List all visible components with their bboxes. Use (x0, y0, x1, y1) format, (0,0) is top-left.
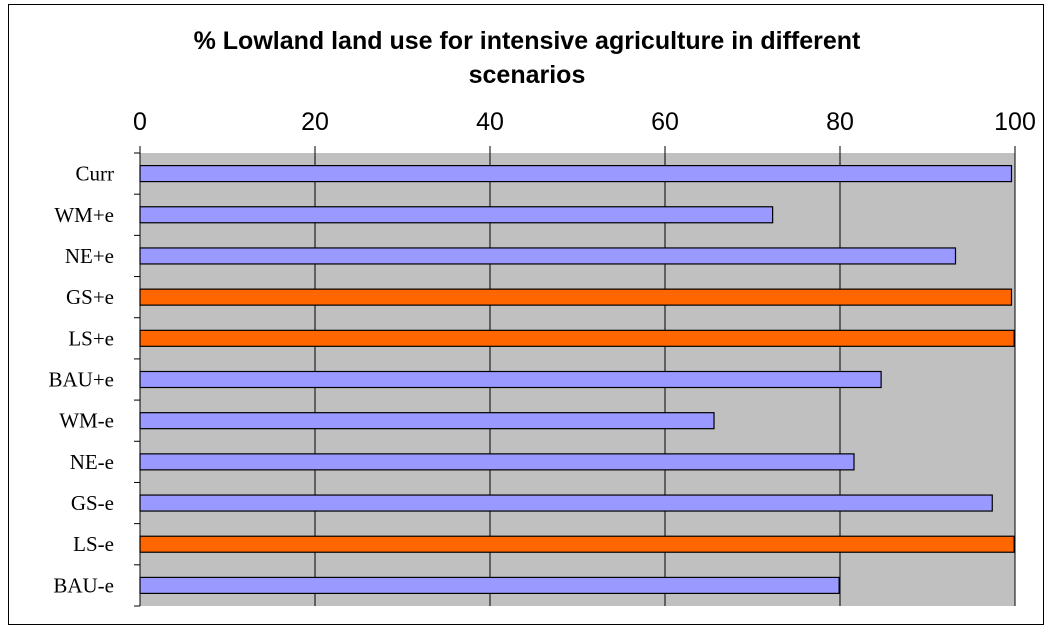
y-tick-label: LS+e (68, 326, 114, 350)
chart-title-line-2: scenarios (469, 61, 586, 89)
x-axis-ticks: 0 20 40 60 80 100 (133, 108, 1036, 153)
x-tick-label: 80 (826, 108, 854, 136)
bar-chart: % Lowland land use for intensive agricul… (48, 27, 1036, 607)
y-tick-label: BAU+e (48, 368, 114, 392)
y-tick-label: NE-e (70, 450, 114, 474)
bar-NE+e (139, 247, 957, 265)
y-tick-label: Curr (76, 162, 115, 186)
y-tick-label: GS-e (71, 491, 114, 515)
x-tick-label: 0 (133, 108, 147, 136)
bar-Curr (139, 164, 1013, 183)
chart-frame: % Lowland land use for intensive agricul… (8, 4, 1044, 625)
chart-title-line-1: % Lowland land use for intensive agricul… (194, 27, 861, 55)
y-tick-label: WM-e (59, 409, 114, 433)
x-tick-label: 60 (651, 108, 679, 136)
bar-BAU+e (139, 370, 882, 389)
bar-WM+e (139, 206, 774, 224)
bar-LS-e (139, 535, 1015, 553)
bar-GS-e (139, 494, 993, 512)
bar-LS+e (139, 329, 1015, 347)
y-tick-label: LS-e (73, 532, 114, 556)
x-tick-label: 100 (994, 108, 1036, 136)
y-tick-label: GS+e (66, 285, 114, 309)
bar-NE-e (139, 453, 855, 471)
y-tick-label: NE+e (65, 244, 114, 268)
x-tick-label: 40 (476, 108, 504, 136)
y-tick-label: WM+e (54, 203, 114, 227)
x-tick-label: 20 (301, 108, 329, 136)
bar-GS+e (139, 288, 1013, 306)
y-axis-ticks: Curr WM+e NE+e GS+e LS+e BAU+e WM-e NE-e GS-e LS-… (48, 152, 140, 607)
y-tick-label: BAU-e (53, 573, 114, 597)
bar-BAU-e (139, 576, 840, 595)
bar-WM-e (139, 412, 715, 430)
